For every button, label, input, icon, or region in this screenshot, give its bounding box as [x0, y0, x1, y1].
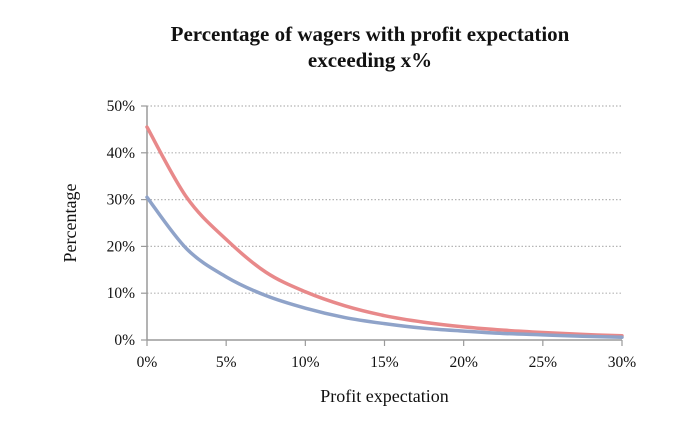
chart-title: Percentage of wagers with profit expecta… — [170, 22, 570, 46]
series-line-2 — [145, 195, 624, 339]
x-tick-label: 10% — [291, 354, 320, 371]
x-tick-label: 20% — [449, 354, 478, 371]
series-lines — [145, 125, 624, 339]
y-tick-label: 10% — [107, 285, 136, 302]
series-line-1 — [145, 125, 624, 338]
x-tick-label: 25% — [529, 354, 558, 371]
y-tick-label: 40% — [107, 145, 136, 162]
x-tick-label: 15% — [370, 354, 399, 371]
y-tick-label: 50% — [107, 98, 136, 115]
chart-subtitle: exceeding x% — [307, 48, 433, 72]
x-tick-label: 30% — [608, 354, 637, 371]
y-tick-label: 20% — [107, 238, 136, 255]
x-tick-label: 0% — [137, 354, 158, 371]
ticks: 0% 10% 20% 30% 40% 50% 0% 5% 10% 15% 20% 25% 30% — [107, 98, 637, 371]
y-tick-label: 30% — [107, 192, 136, 209]
gridlines — [147, 105, 622, 294]
x-tick-label: 5% — [216, 354, 237, 371]
y-axis-title: Percentage — [60, 184, 80, 263]
x-axis-title: Profit expectation — [320, 386, 448, 406]
y-tick-label: 0% — [114, 332, 135, 349]
axes — [146, 106, 622, 341]
